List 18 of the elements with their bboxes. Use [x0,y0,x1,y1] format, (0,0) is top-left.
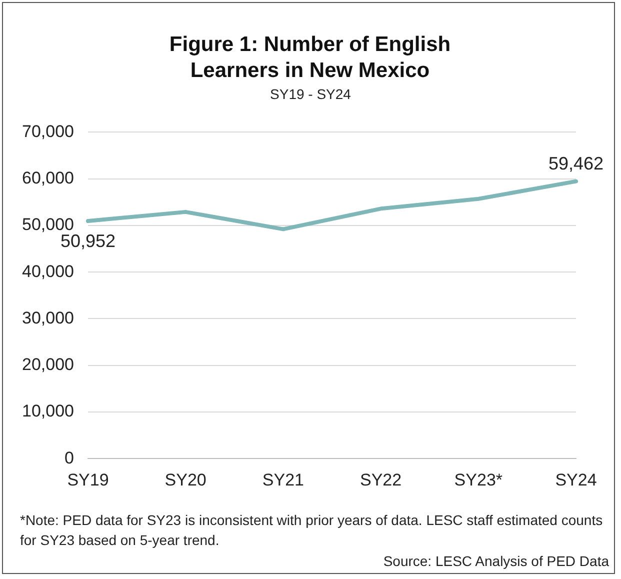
x-tick-label: SY19 [67,470,109,490]
y-tick-label: 60,000 [22,168,74,188]
text: *Note: PED data for SY23 is inconsistent with prior years of data. LESC staff estimated counts for SY23 based on 5-year trend. [20,511,604,550]
data-label: 59,462 [548,153,604,174]
y-tick-label: 0 [64,448,74,468]
x-tick-label: SY24 [555,470,597,490]
y-tick-label: 70,000 [22,122,74,141]
y-tick-label: 20,000 [22,355,74,374]
x-tick-label: SY22 [360,470,402,490]
x-tick-label: SY21 [262,470,304,490]
y-tick-label: 30,000 [22,308,74,328]
source-note: Source: LESC Analysis of PED Data [383,553,609,569]
chart-subtitle: SY19 - SY24 [269,86,352,102]
y-tick-label: 40,000 [22,262,74,281]
x-tick-label: SY23* [454,470,503,490]
chart-title: Figure 1: Number of English Learners in New Mexico [168,32,452,84]
y-tick-label: 10,000 [22,402,74,421]
x-tick-label: SY20 [164,470,206,490]
